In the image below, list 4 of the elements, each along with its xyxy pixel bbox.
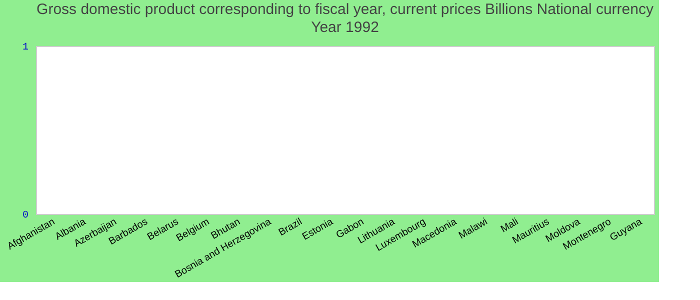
chart-subtitle: Year 1992 (311, 19, 379, 36)
y-tick-label: 0 (22, 210, 28, 222)
chart-title: Gross domestic product corresponding to fiscal year, current prices Billions National currency (36, 1, 654, 18)
y-tick-label: 1 (22, 42, 28, 54)
